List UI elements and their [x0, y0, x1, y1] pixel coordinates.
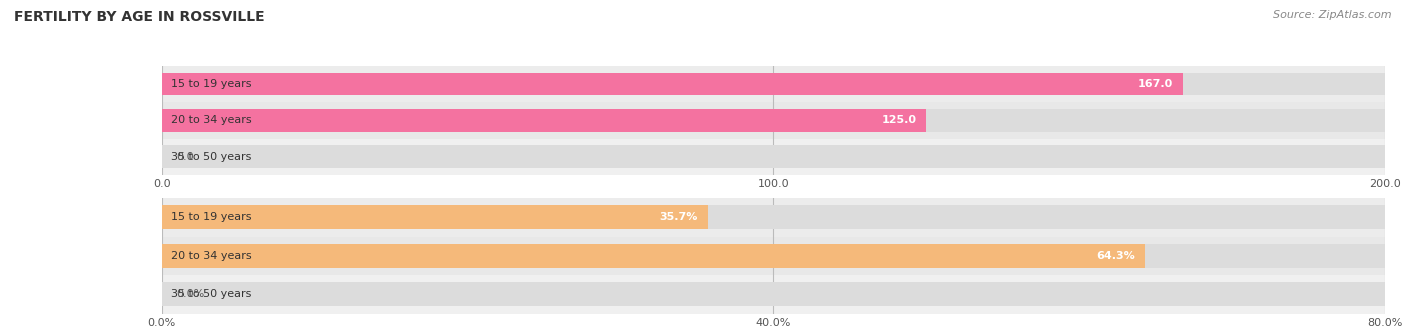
- Text: 35.7%: 35.7%: [659, 212, 697, 222]
- Text: 35 to 50 years: 35 to 50 years: [172, 289, 252, 299]
- Bar: [162, 73, 1385, 95]
- Bar: [162, 102, 1385, 139]
- Bar: [162, 139, 1385, 175]
- Text: Source: ZipAtlas.com: Source: ZipAtlas.com: [1274, 10, 1392, 20]
- Bar: [162, 244, 1385, 268]
- Text: 35 to 50 years: 35 to 50 years: [172, 152, 252, 162]
- Text: 64.3%: 64.3%: [1097, 251, 1135, 261]
- Text: 20 to 34 years: 20 to 34 years: [172, 251, 252, 261]
- Bar: [162, 282, 1385, 306]
- Bar: [162, 109, 1385, 132]
- Bar: [162, 237, 1385, 275]
- Bar: [162, 66, 1385, 102]
- Text: 15 to 19 years: 15 to 19 years: [172, 212, 252, 222]
- Text: FERTILITY BY AGE IN ROSSVILLE: FERTILITY BY AGE IN ROSSVILLE: [14, 10, 264, 24]
- Text: 20 to 34 years: 20 to 34 years: [172, 115, 252, 125]
- Bar: [162, 109, 927, 132]
- Bar: [162, 275, 1385, 314]
- Text: 15 to 19 years: 15 to 19 years: [172, 79, 252, 89]
- Bar: [162, 146, 1385, 168]
- Bar: [162, 205, 707, 229]
- Bar: [162, 205, 1385, 229]
- Text: 0.0%: 0.0%: [176, 289, 205, 299]
- Text: 125.0: 125.0: [882, 115, 917, 125]
- Text: 0.0: 0.0: [176, 152, 194, 162]
- Bar: [162, 198, 1385, 237]
- Bar: [162, 244, 1144, 268]
- Bar: [162, 73, 1182, 95]
- Text: 167.0: 167.0: [1137, 79, 1173, 89]
